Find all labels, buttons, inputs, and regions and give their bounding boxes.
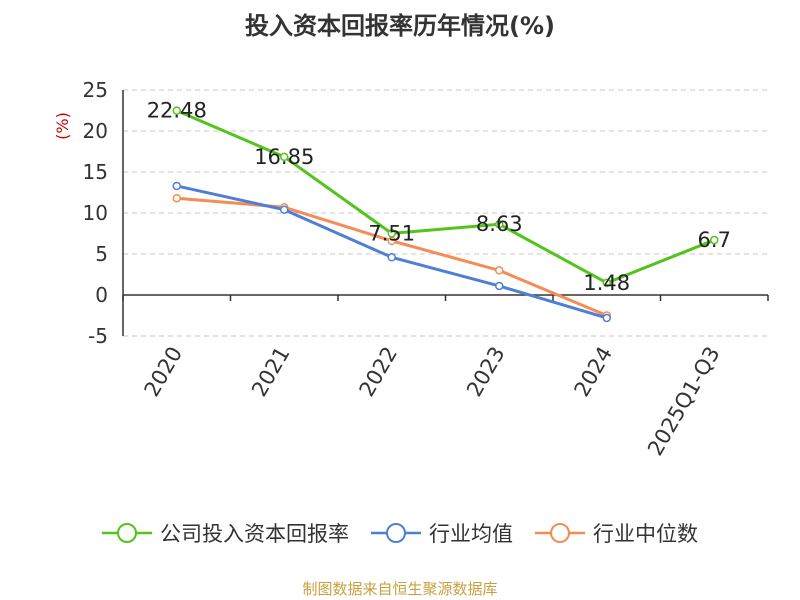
series-line-industry_avg [176,184,608,320]
data-point-company [602,278,611,288]
data-point-industry_avg [172,181,181,191]
x-tick-label: 2022 [355,343,403,401]
legend-marker-industry-avg-icon [371,523,421,543]
legend-label-company: 公司投入资本回报率 [160,522,349,546]
data-label-company: 1.48 [583,271,630,295]
data-point-industry_avg [280,205,289,214]
data-point-industry_avg [495,281,504,291]
axes: 25 20 15 10 5 0 -5 (%) 2020 2021 2022 2023 2024 2025Q… [53,78,769,460]
y-tick-label: 25 [83,78,108,102]
data-label-company: 8.63 [476,212,523,236]
y-tick-label: 20 [83,119,108,143]
data-point-company [387,229,396,238]
series-line-company [176,109,715,285]
data-point-industry_avg [602,313,611,323]
legend-label-industry-avg: 行业均值 [429,522,513,546]
legend-item-industry-median[interactable]: 行业中位数 [535,518,698,548]
y-tick-label: 0 [95,283,108,307]
data-point-company [710,235,719,245]
y-tick-label: 15 [83,160,108,184]
data-labels: 22.48 16.85 7.51 8.63 1.48 6.7 [147,99,731,295]
y-axis-unit-label: (%) [53,112,72,140]
legend-marker-company-icon [102,523,152,543]
data-label-company: 7.51 [368,221,415,245]
data-point-company [280,152,289,162]
legend: 公司投入资本回报率 行业均值 行业中位数 [0,518,800,548]
legend-item-industry-avg[interactable]: 行业均值 [371,518,513,548]
data-point-industry_median [495,266,504,275]
data-point-industry_median [172,193,181,203]
legend-item-company[interactable]: 公司投入资本回报率 [102,518,349,548]
x-tick-label: 2023 [462,343,510,401]
chart-title: 投入资本回报率历年情况(%) [245,12,555,40]
series [172,106,719,323]
data-point-company [172,106,181,115]
data-label-company: 22.48 [147,99,207,123]
y-tick-label: 5 [95,242,108,266]
x-tick-label: 2020 [140,343,188,401]
x-tick-label: 2025Q1-Q3 [643,343,725,460]
data-point-industry_avg [387,253,396,262]
data-point-company [495,219,504,229]
data-label-company: 6.7 [698,228,731,252]
x-tick-label: 2021 [247,343,295,401]
y-tick-label: -5 [88,324,108,348]
source-note: 制图数据来自恒生聚源数据库 [302,580,498,598]
data-label-company: 16.85 [254,145,314,169]
y-tick-label: 10 [83,201,108,225]
legend-label-industry-median: 行业中位数 [593,522,698,546]
legend-marker-industry-median-icon [535,523,585,543]
x-tick-label: 2024 [570,343,618,401]
